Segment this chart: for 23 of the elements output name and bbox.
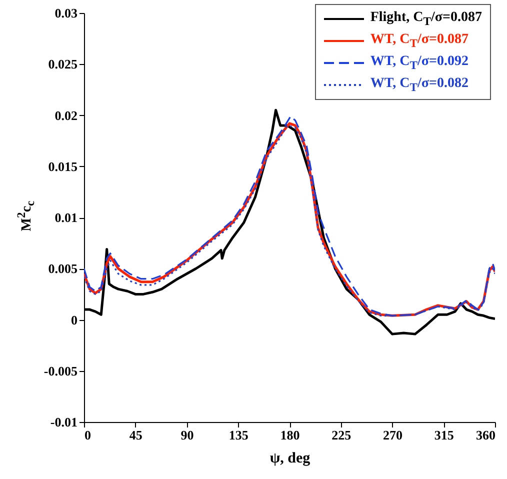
x-axis-title: ψ, deg <box>270 450 311 466</box>
x-tick-label: 180 <box>280 428 300 442</box>
x-tick-label: 0 <box>84 428 91 442</box>
x-tick-label: 90 <box>180 428 194 442</box>
y-tick-label: 0.015 <box>48 158 78 174</box>
legend-label: WT, C$_{T}$/σ=0.087 <box>370 32 469 50</box>
legend-label: Flight, C$_{T}$/σ=0.087 <box>370 10 482 28</box>
y-tick-label: 0 <box>71 312 78 328</box>
x-tick-label: 45 <box>129 428 143 442</box>
y-tick-label: 0.005 <box>48 261 78 276</box>
legend-label: WT, C$_{T}$/σ=0.092 <box>370 54 469 72</box>
y-tick-label: -0.005 <box>44 363 78 378</box>
y-tick-label: 0.025 <box>48 56 78 72</box>
y-tick-label: -0.01 <box>50 414 78 430</box>
y-tick-label: 0.02 <box>54 108 78 123</box>
legend-label: WT, C$_{T}$/σ=0.082 <box>370 76 469 94</box>
y-tick-label: 0.03 <box>54 6 78 20</box>
x-tick-label: 225 <box>332 428 352 442</box>
x-tick-label: 135 <box>228 428 249 442</box>
x-tick-label: 360 <box>476 428 496 442</box>
y-tick-label: 0.01 <box>54 210 78 225</box>
x-tick-label: 270 <box>383 428 402 442</box>
x-tick-label: 315 <box>434 428 454 442</box>
